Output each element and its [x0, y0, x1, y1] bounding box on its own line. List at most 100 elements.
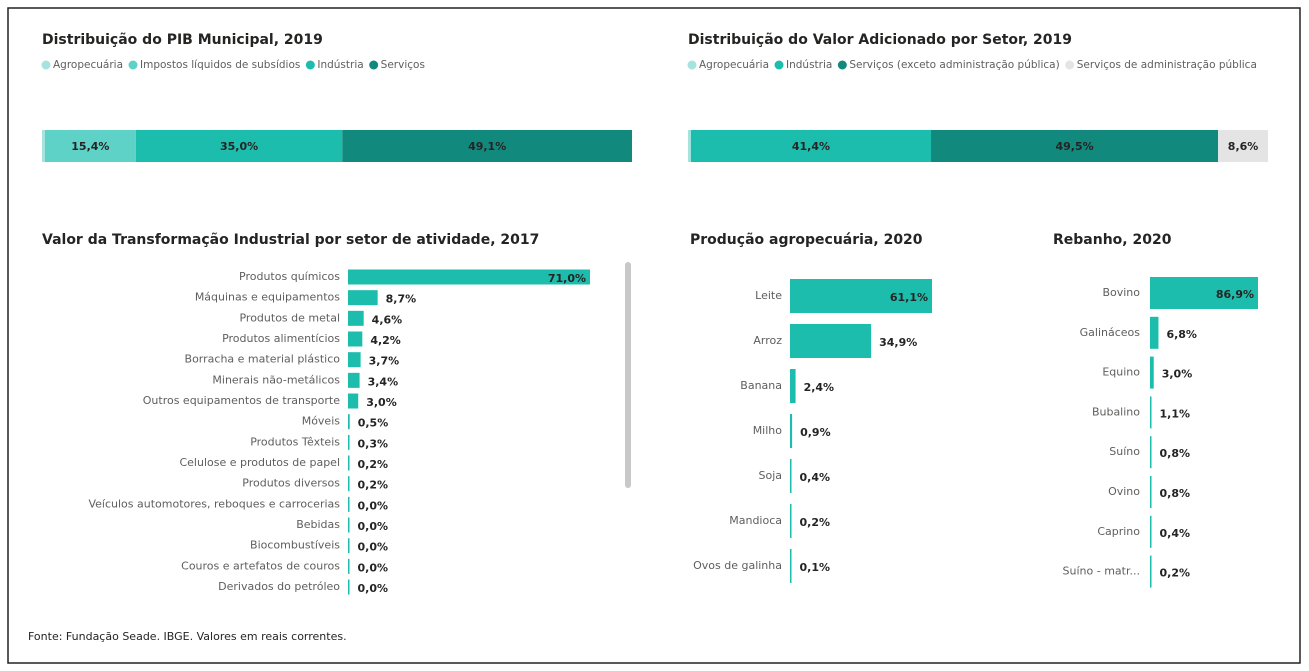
value-label: 4,6%: [372, 313, 403, 326]
category-label: Suíno: [1109, 445, 1140, 458]
bar: [348, 310, 364, 326]
bar-segment: [931, 130, 1219, 162]
value-label: 0,1%: [800, 561, 831, 574]
legend-label: Serviços de administração pública: [1077, 59, 1257, 71]
category-label: Produtos químicos: [239, 270, 340, 283]
category-label: Couros e artefatos de couros: [181, 559, 340, 572]
chart-title: Valor da Transformação Industrial por se…: [42, 232, 539, 248]
value-label: 0,5%: [358, 417, 389, 430]
bar: [790, 504, 792, 538]
legend-swatch: [1065, 60, 1075, 70]
bar-segment: [44, 130, 136, 162]
value-label: 71,0%: [548, 272, 586, 285]
value-label: 0,0%: [358, 520, 389, 533]
category-label: Arroz: [753, 334, 782, 347]
category-label: Outros equipamentos de transporte: [143, 394, 340, 407]
value-label: 0,4%: [800, 471, 831, 484]
value-label: 8,6%: [1228, 140, 1259, 153]
category-label: Borracha e material plástico: [185, 353, 341, 366]
category-label: Produtos diversos: [242, 477, 340, 490]
category-label: Bebidas: [296, 518, 340, 531]
value-label: 2,4%: [804, 381, 835, 394]
category-label: Móveis: [302, 415, 341, 428]
bar: [348, 558, 350, 574]
category-label: Equino: [1102, 366, 1140, 379]
legend-swatch: [369, 60, 379, 70]
legend-label: Serviços (exceto administração pública): [849, 59, 1059, 71]
category-label: Derivados do petróleo: [218, 580, 340, 593]
bar: [348, 372, 360, 388]
category-label: Celulose e produtos de papel: [179, 456, 340, 469]
bar: [790, 324, 872, 358]
value-label: 41,4%: [792, 140, 830, 153]
bar: [1150, 515, 1152, 548]
bar: [348, 414, 350, 430]
value-label: 86,9%: [1216, 288, 1254, 301]
value-label: 6,8%: [1166, 328, 1197, 341]
value-label: 0,8%: [1160, 487, 1191, 500]
chart-title: Rebanho, 2020: [1053, 232, 1172, 248]
value-label: 3,0%: [1162, 368, 1193, 381]
legend-swatch: [41, 60, 51, 70]
chart-title: Produção agropecuária, 2020: [690, 232, 923, 248]
category-label: Banana: [740, 379, 782, 392]
bar: [348, 455, 350, 471]
legend-label: Indústria: [786, 59, 832, 71]
legend-swatch: [774, 60, 784, 70]
legend-label: Serviços: [381, 59, 425, 71]
value-label: 35,0%: [220, 140, 258, 153]
value-label: 0,0%: [358, 499, 389, 512]
category-label: Produtos Têxteis: [250, 435, 340, 448]
source-note: Fonte: Fundação Seade. IBGE. Valores em …: [28, 630, 347, 643]
bar: [1150, 396, 1152, 429]
category-label: Minerais não-metálicos: [212, 373, 340, 386]
bar-segment: [690, 130, 932, 162]
value-label: 0,3%: [358, 437, 389, 450]
value-label: 0,4%: [1160, 527, 1191, 540]
bar: [348, 290, 378, 306]
bar: [1150, 476, 1152, 508]
category-label: Milho: [753, 424, 783, 437]
bar: [348, 269, 590, 285]
chart-title: Distribuição do PIB Municipal, 2019: [42, 32, 323, 48]
value-label: 0,9%: [800, 426, 831, 439]
category-label: Veículos automotores, reboques e carroce…: [88, 497, 340, 510]
value-label: 15,4%: [71, 140, 109, 153]
value-label: 0,2%: [1160, 567, 1191, 580]
bar: [1150, 436, 1152, 469]
bar: [348, 352, 361, 368]
chart-title: Distribuição do Valor Adicionado por Set…: [688, 32, 1072, 48]
bar: [1150, 316, 1159, 349]
category-label: Ovino: [1108, 485, 1140, 498]
bar: [348, 434, 350, 450]
category-label: Bubalino: [1092, 405, 1140, 418]
category-label: Leite: [755, 289, 782, 302]
scrollbar: [625, 262, 631, 488]
legend-label: Impostos líquidos de subsídios: [140, 59, 300, 71]
bar: [1150, 277, 1258, 309]
value-label: 0,2%: [358, 479, 389, 492]
value-label: 0,0%: [358, 582, 389, 595]
bar-segment: [342, 130, 632, 162]
category-label: Soja: [758, 469, 782, 482]
value-label: 61,1%: [890, 291, 928, 304]
value-label: 49,5%: [1055, 140, 1093, 153]
bar: [790, 459, 792, 493]
bar: [790, 369, 796, 403]
bar: [348, 331, 363, 347]
value-label: 4,2%: [370, 334, 401, 347]
bar: [1150, 356, 1154, 389]
category-label: Máquinas e equipamentos: [195, 291, 340, 304]
bar-segment: [135, 130, 343, 162]
value-label: 1,1%: [1160, 407, 1191, 420]
bar: [348, 538, 350, 554]
legend-swatch: [687, 60, 697, 70]
legend-label: Indústria: [317, 59, 363, 71]
value-label: 8,7%: [386, 293, 417, 306]
bar: [790, 549, 792, 583]
bar: [348, 579, 350, 595]
legend-swatch: [128, 60, 138, 70]
category-label: Produtos alimentícios: [222, 332, 340, 345]
category-label: Suíno - matr...: [1063, 565, 1140, 578]
bar: [348, 393, 359, 409]
